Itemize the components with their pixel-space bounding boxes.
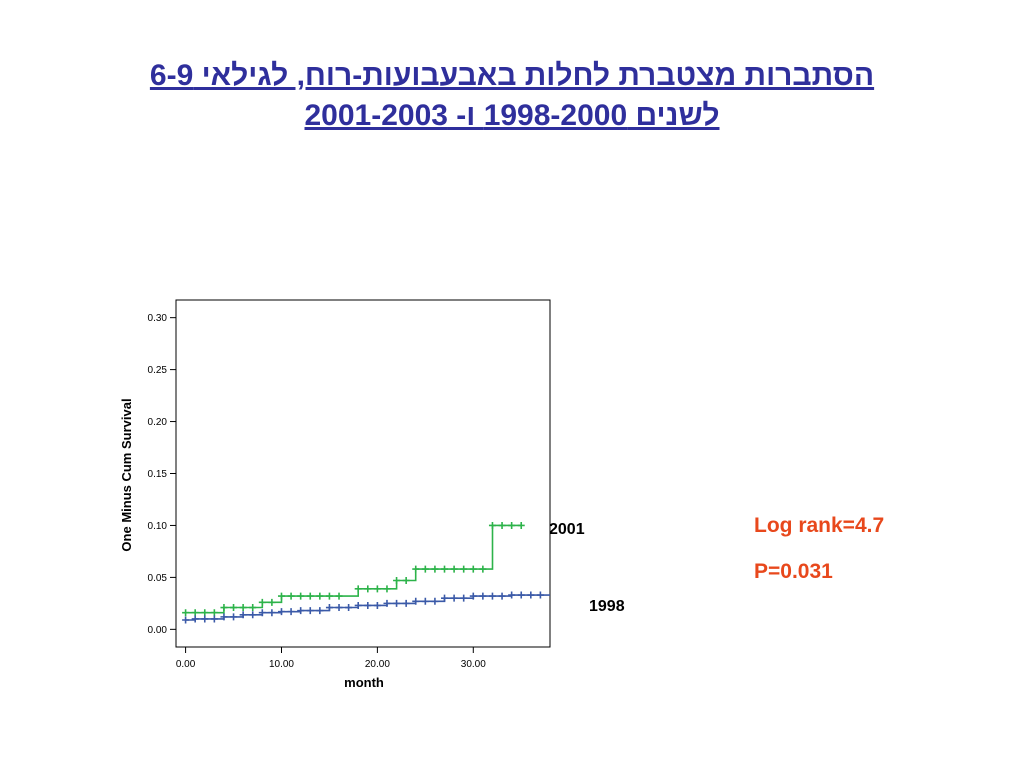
chart-series: [182, 521, 550, 624]
censor-mark-2001: [191, 609, 199, 617]
censor-mark-2001: [335, 592, 343, 600]
censor-mark-2001: [239, 604, 247, 612]
censor-mark-1998: [268, 609, 276, 617]
series-label-2001: 2001: [549, 521, 585, 538]
x-tick-label: 0.00: [176, 659, 196, 670]
censor-mark-1998: [393, 599, 401, 607]
censor-mark-2001: [431, 565, 439, 573]
x-axis-label: month: [344, 675, 384, 690]
censor-mark-1998: [191, 615, 199, 623]
censor-mark-2001: [210, 609, 218, 617]
censor-mark-2001: [441, 565, 449, 573]
censor-mark-1998: [412, 597, 420, 605]
censor-mark-2001: [412, 565, 420, 573]
p-value-stat: P=0.031: [754, 560, 833, 583]
censor-mark-1998: [258, 609, 266, 617]
censor-mark-1998: [287, 608, 295, 616]
censor-mark-2001: [230, 604, 238, 612]
censor-mark-2001: [201, 609, 209, 617]
censor-mark-1998: [182, 616, 190, 624]
slide-title: הסתברות מצטברת לחלות באבעבועות-רוח, לגיל…: [0, 56, 1024, 136]
censor-mark-1998: [431, 597, 439, 605]
censor-mark-2001: [469, 565, 477, 573]
censor-mark-2001: [498, 521, 506, 529]
censor-mark-2001: [517, 521, 525, 529]
y-tick-label: 0.05: [148, 573, 168, 584]
censor-mark-1998: [306, 607, 314, 615]
censor-mark-2001: [479, 565, 487, 573]
censor-mark-1998: [277, 608, 285, 616]
censor-mark-1998: [239, 611, 247, 619]
censor-mark-2001: [354, 585, 362, 593]
censor-mark-1998: [469, 592, 477, 600]
series-label-1998: 1998: [589, 598, 625, 615]
censor-mark-2001: [421, 565, 429, 573]
y-tick-label: 0.15: [148, 469, 168, 480]
censor-mark-2001: [220, 604, 228, 612]
censor-mark-1998: [249, 611, 257, 619]
censor-mark-2001: [488, 521, 496, 529]
censor-mark-2001: [316, 592, 324, 600]
censor-mark-2001: [268, 598, 276, 606]
censor-mark-2001: [325, 592, 333, 600]
censor-mark-2001: [249, 604, 257, 612]
censor-mark-1998: [421, 597, 429, 605]
censor-mark-1998: [383, 599, 391, 607]
censor-mark-1998: [201, 615, 209, 623]
censor-mark-2001: [373, 585, 381, 593]
y-tick-label: 0.25: [148, 365, 168, 376]
chart-axes: 0.00 0.05 0.10 0.15 0.20 0.25 0.30 0.00 10.00 20.…: [148, 299, 551, 670]
censor-mark-1998: [498, 592, 506, 600]
censor-mark-1998: [364, 601, 372, 609]
censor-mark-1998: [373, 601, 381, 609]
title-line-2: לשנים 1998-2000 ו- 2001-2003: [304, 99, 720, 132]
log-rank-stat: Log rank=4.7: [754, 514, 885, 537]
censor-mark-1998: [479, 592, 487, 600]
censor-mark-1998: [220, 613, 228, 621]
x-tick-label: 30.00: [461, 659, 486, 670]
censor-mark-1998: [354, 601, 362, 609]
censor-mark-2001: [450, 565, 458, 573]
censor-mark-2001: [364, 585, 372, 593]
censor-mark-1998: [345, 604, 353, 612]
y-tick-label: 0.10: [148, 521, 168, 532]
y-tick-label: 0.30: [148, 313, 168, 324]
censor-mark-1998: [488, 592, 496, 600]
x-tick-label: 20.00: [365, 659, 390, 670]
censor-mark-2001: [383, 585, 391, 593]
censor-mark-1998: [536, 591, 544, 599]
censor-mark-1998: [316, 607, 324, 615]
x-tick-label: 10.00: [269, 659, 294, 670]
plot-frame: [175, 299, 551, 648]
censor-mark-1998: [450, 594, 458, 602]
censor-mark-1998: [460, 594, 468, 602]
censor-mark-1998: [402, 599, 410, 607]
censor-mark-2001: [306, 592, 314, 600]
censor-mark-2001: [297, 592, 305, 600]
censor-mark-2001: [182, 609, 190, 617]
censor-mark-2001: [460, 565, 468, 573]
censor-mark-1998: [210, 615, 218, 623]
y-tick-label: 0.00: [148, 625, 168, 636]
censor-mark-1998: [325, 604, 333, 612]
censor-mark-2001: [393, 577, 401, 585]
censor-mark-2001: [287, 592, 295, 600]
censor-mark-1998: [441, 594, 449, 602]
censor-mark-1998: [508, 591, 516, 599]
y-tick-label: 0.20: [148, 417, 168, 428]
censor-mark-2001: [402, 577, 410, 585]
censor-mark-1998: [517, 591, 525, 599]
censor-mark-2001: [508, 521, 516, 529]
censor-mark-1998: [230, 613, 238, 621]
censor-mark-2001: [277, 592, 285, 600]
censor-mark-2001: [258, 598, 266, 606]
censor-mark-1998: [335, 604, 343, 612]
y-axis-label: One Minus Cum Survival: [119, 398, 134, 551]
censor-mark-1998: [527, 591, 535, 599]
censor-mark-1998: [297, 607, 305, 615]
title-line-1: הסתברות מצטברת לחלות באבעבועות-רוח, לגיל…: [149, 59, 875, 92]
